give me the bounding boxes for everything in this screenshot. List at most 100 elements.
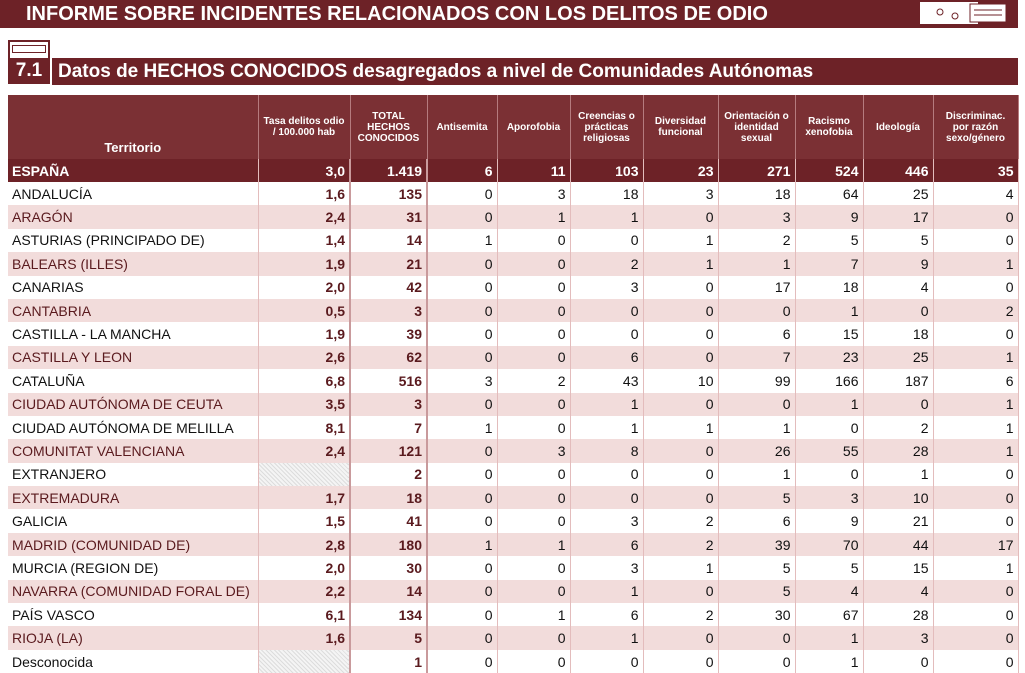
table-row: ARAGÓN 2,4 31 0 1 1 0 3 9 17 0: [8, 205, 1019, 229]
value-cell: 9: [863, 252, 934, 276]
value-cell: 1: [933, 556, 1019, 580]
value-cell: 0: [497, 462, 571, 487]
value-cell: 187: [863, 369, 934, 393]
value-cell: 0: [643, 205, 719, 229]
value-cell: 0: [933, 626, 1019, 650]
value-cell: 14: [350, 579, 428, 604]
value-cell: 0: [497, 556, 571, 580]
value-cell: 2: [643, 603, 719, 627]
value-cell: 3: [570, 556, 644, 580]
report-title: INFORME SOBRE INCIDENTES RELACIONADOS CO…: [0, 0, 1018, 28]
value-cell: 0: [427, 462, 498, 487]
value-cell: 31: [350, 205, 428, 229]
value-cell: 7: [350, 415, 428, 440]
value-cell: 3: [350, 298, 428, 323]
value-cell: 25: [863, 345, 934, 370]
value-cell: 2,2: [258, 579, 351, 604]
value-cell: 15: [863, 556, 934, 580]
value-cell: 0: [933, 509, 1019, 533]
territory-cell: BALEARS (ILLES): [8, 252, 259, 276]
value-cell: 0: [933, 462, 1019, 487]
value-cell: 0: [427, 439, 498, 463]
value-cell: 1: [933, 415, 1019, 440]
value-cell: 1: [643, 228, 719, 253]
value-cell: 1,9: [258, 252, 351, 276]
value-cell: 5: [718, 556, 796, 580]
value-cell: 18: [570, 182, 644, 206]
value-cell: 1: [570, 415, 644, 440]
value-cell: 55: [795, 439, 864, 463]
value-cell: 1: [933, 252, 1019, 276]
value-cell: 42: [350, 275, 428, 299]
value-cell: 1: [427, 532, 498, 557]
table-row: CASTILLA Y LEON 2,6 62 0 0 6 0 7 23 25 1: [8, 345, 1019, 370]
column-header: TOTAL HECHOS CONOCIDOS: [350, 95, 428, 159]
territory-cell: CIUDAD AUTÓNOMA DE MELILLA: [8, 415, 259, 440]
column-header: Racismo xenofobia: [795, 95, 864, 159]
value-cell: 1: [795, 298, 864, 323]
value-cell: 0: [643, 345, 719, 370]
table-row: CATALUÑA 6,8 516 3 2 43 10 99 166 187 6: [8, 369, 1019, 393]
value-cell: 35: [933, 159, 1019, 182]
value-cell: 0: [570, 462, 644, 487]
value-cell: 0: [643, 486, 719, 510]
value-cell: 6: [570, 345, 644, 370]
value-cell: 0: [933, 228, 1019, 253]
territory-cell: EXTREMADURA: [8, 486, 259, 510]
territory-cell: EXTRANJERO: [8, 462, 259, 487]
territory-cell: PAÍS VASCO: [8, 603, 259, 627]
table-row: RIOJA (LA) 1,6 5 0 0 1 0 0 1 3 0: [8, 626, 1019, 650]
value-cell: 2: [933, 298, 1019, 323]
value-cell: 4: [863, 579, 934, 604]
value-cell: 135: [350, 182, 428, 206]
value-cell: 0: [427, 603, 498, 627]
value-cell: 0: [718, 392, 796, 416]
value-cell: 15: [795, 322, 864, 346]
table-row: ANDALUCÍA 1,6 135 0 3 18 3 18 64 25 4: [8, 182, 1019, 206]
table-row: MURCIA (REGION DE) 2,0 30 0 0 3 1 5 5 15 1: [8, 556, 1019, 580]
territory-cell: ESPAÑA: [8, 159, 259, 182]
value-cell: 6: [570, 603, 644, 627]
value-cell: 1,4: [258, 228, 351, 253]
value-cell: 1,9: [258, 322, 351, 346]
value-cell: 5: [795, 556, 864, 580]
value-cell: 21: [350, 252, 428, 276]
value-cell: 2,0: [258, 275, 351, 299]
value-cell: 5: [718, 579, 796, 604]
value-cell: 0: [863, 392, 934, 416]
territory-cell: ASTURIAS (PRINCIPADO DE): [8, 228, 259, 253]
value-cell: 28: [863, 439, 934, 463]
value-cell: 103: [570, 159, 644, 182]
value-cell: 0: [643, 579, 719, 604]
territory-cell: CATALUÑA: [8, 369, 259, 393]
value-cell: 18: [863, 322, 934, 346]
value-cell: 0: [643, 392, 719, 416]
value-cell: 1: [643, 252, 719, 276]
value-cell: 0: [427, 252, 498, 276]
territory-cell: CASTILLA Y LEON: [8, 345, 259, 370]
value-cell: 39: [350, 322, 428, 346]
section-title: Datos de HECHOS CONOCIDOS desagregados a…: [52, 58, 1018, 85]
territory-cell: COMUNITAT VALENCIANA: [8, 439, 259, 463]
value-cell: 0: [427, 579, 498, 604]
territory-cell: ANDALUCÍA: [8, 182, 259, 206]
table-row: COMUNITAT VALENCIANA 2,4 121 0 3 8 0 26 55 28 1: [8, 439, 1019, 463]
value-cell: 3: [497, 182, 571, 206]
value-cell: 2,8: [258, 532, 351, 557]
table-row: CANARIAS 2,0 42 0 0 3 0 17 18 4 0: [8, 275, 1019, 299]
value-cell: 6: [933, 369, 1019, 393]
value-cell: 0: [497, 275, 571, 299]
value-cell: 3: [718, 205, 796, 229]
value-cell: 0: [718, 649, 796, 673]
value-cell: 23: [643, 159, 719, 182]
value-cell: 2: [643, 532, 719, 557]
territory-cell: CASTILLA - LA MANCHA: [8, 322, 259, 346]
value-cell: 0: [497, 228, 571, 253]
territory-cell: RIOJA (LA): [8, 626, 259, 650]
section-number: 7.1: [10, 58, 48, 83]
territory-cell: NAVARRA (COMUNIDAD FORAL DE): [8, 579, 259, 604]
territory-cell: MADRID (COMUNIDAD DE): [8, 532, 259, 557]
value-cell: 2: [718, 228, 796, 253]
value-cell: 0: [570, 298, 644, 323]
